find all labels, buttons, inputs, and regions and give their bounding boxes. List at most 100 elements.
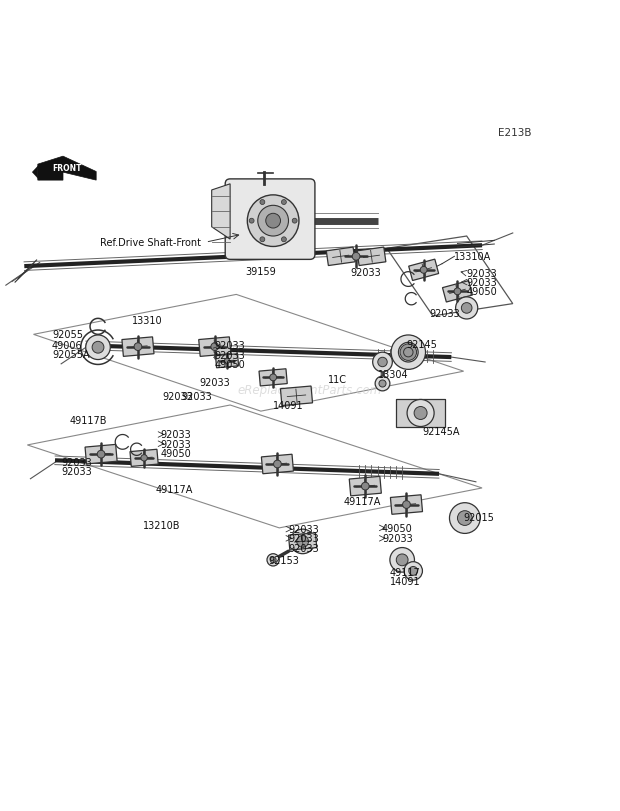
Polygon shape xyxy=(211,185,230,240)
Text: 14091: 14091 xyxy=(390,577,420,586)
Polygon shape xyxy=(349,477,381,496)
Text: 13304: 13304 xyxy=(378,370,408,380)
Polygon shape xyxy=(443,281,472,303)
Text: 14091: 14091 xyxy=(273,401,304,410)
Text: 92015: 92015 xyxy=(464,513,495,522)
Text: FRONT: FRONT xyxy=(53,164,82,173)
Text: 92033: 92033 xyxy=(430,308,461,319)
Circle shape xyxy=(396,554,408,566)
Polygon shape xyxy=(122,337,154,357)
Circle shape xyxy=(211,343,219,351)
Text: 92055: 92055 xyxy=(52,330,83,340)
Circle shape xyxy=(373,353,392,372)
Text: 92033: 92033 xyxy=(382,534,413,543)
Polygon shape xyxy=(216,354,239,368)
Circle shape xyxy=(297,536,309,547)
FancyBboxPatch shape xyxy=(225,180,315,260)
Text: 13310A: 13310A xyxy=(454,252,492,262)
Circle shape xyxy=(292,219,297,224)
Circle shape xyxy=(361,483,369,491)
Text: 92033: 92033 xyxy=(288,543,319,553)
Polygon shape xyxy=(199,337,231,357)
Circle shape xyxy=(134,343,142,351)
Text: 92033: 92033 xyxy=(181,391,211,401)
Circle shape xyxy=(270,375,277,381)
Circle shape xyxy=(267,554,279,566)
Circle shape xyxy=(258,206,288,237)
Circle shape xyxy=(409,567,418,576)
Text: 49050: 49050 xyxy=(467,287,497,297)
Circle shape xyxy=(86,336,110,360)
Circle shape xyxy=(399,343,418,363)
Polygon shape xyxy=(85,445,117,465)
Text: 49006: 49006 xyxy=(52,341,82,350)
Polygon shape xyxy=(288,533,317,551)
Text: 92033: 92033 xyxy=(161,430,192,440)
Circle shape xyxy=(402,501,410,508)
Polygon shape xyxy=(396,399,445,427)
Circle shape xyxy=(224,358,229,364)
Polygon shape xyxy=(262,455,293,474)
Circle shape xyxy=(414,407,427,420)
Polygon shape xyxy=(357,247,386,266)
Text: E213B: E213B xyxy=(498,127,531,137)
Text: 49050: 49050 xyxy=(382,523,413,533)
Text: 49050: 49050 xyxy=(215,359,246,369)
Circle shape xyxy=(260,200,265,205)
Text: 92033: 92033 xyxy=(200,377,230,387)
Text: 49117A: 49117A xyxy=(155,485,193,495)
Text: 92033: 92033 xyxy=(288,525,319,534)
Circle shape xyxy=(454,289,461,295)
Text: 92033: 92033 xyxy=(161,440,192,449)
Circle shape xyxy=(260,238,265,242)
Text: 11C: 11C xyxy=(329,374,347,384)
Circle shape xyxy=(141,455,148,461)
Polygon shape xyxy=(130,450,158,467)
Polygon shape xyxy=(409,260,439,281)
Circle shape xyxy=(420,267,427,274)
Circle shape xyxy=(404,562,422,581)
Text: 49050: 49050 xyxy=(161,448,192,458)
Polygon shape xyxy=(38,157,96,181)
Text: eReplacementParts.com: eReplacementParts.com xyxy=(238,384,382,397)
Text: 92033: 92033 xyxy=(162,391,193,401)
Text: 92033: 92033 xyxy=(467,278,497,288)
Circle shape xyxy=(456,298,478,320)
Text: 39159: 39159 xyxy=(246,267,277,277)
Circle shape xyxy=(247,195,299,247)
Circle shape xyxy=(390,548,414,573)
Circle shape xyxy=(450,503,480,534)
Text: 92033: 92033 xyxy=(288,534,319,543)
Text: 49117: 49117 xyxy=(390,568,420,577)
Text: 92033: 92033 xyxy=(215,350,246,360)
Polygon shape xyxy=(32,165,40,181)
Text: 13310: 13310 xyxy=(132,315,162,326)
Circle shape xyxy=(290,530,315,554)
Circle shape xyxy=(400,345,417,361)
Circle shape xyxy=(281,238,286,242)
Polygon shape xyxy=(391,496,422,515)
Text: 49117A: 49117A xyxy=(344,497,381,507)
Circle shape xyxy=(461,303,472,314)
Circle shape xyxy=(352,253,360,261)
Circle shape xyxy=(379,380,386,388)
Text: 92033: 92033 xyxy=(350,268,381,278)
Polygon shape xyxy=(326,247,355,266)
Polygon shape xyxy=(280,387,312,406)
Circle shape xyxy=(378,358,388,367)
Text: 92153: 92153 xyxy=(268,556,299,565)
Circle shape xyxy=(375,376,390,392)
Circle shape xyxy=(266,214,280,229)
Circle shape xyxy=(273,461,281,468)
Circle shape xyxy=(97,451,105,458)
Circle shape xyxy=(281,200,286,205)
Circle shape xyxy=(458,511,472,526)
Circle shape xyxy=(270,557,276,563)
Text: 92033: 92033 xyxy=(61,466,92,476)
Text: 92145: 92145 xyxy=(407,339,437,349)
Text: 92033: 92033 xyxy=(215,341,246,351)
Circle shape xyxy=(92,342,104,354)
Text: 92145A: 92145A xyxy=(422,427,460,437)
Polygon shape xyxy=(259,369,287,387)
Text: 92033: 92033 xyxy=(61,457,92,467)
